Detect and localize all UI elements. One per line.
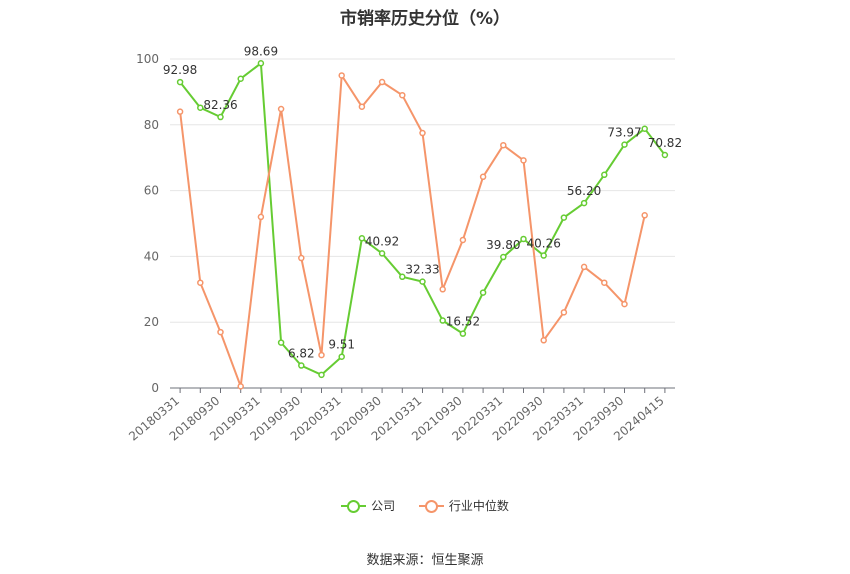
data-label: 16.52 <box>446 315 480 329</box>
series-line-industry-median <box>179 74 646 388</box>
data-point-industry-median <box>641 212 648 219</box>
data-point-industry-median <box>580 263 588 271</box>
data-point-industry-median <box>540 337 547 344</box>
data-point-industry-median <box>217 328 224 336</box>
data-label: 32.33 <box>405 263 439 277</box>
data-point-company <box>419 278 426 285</box>
data-point-company <box>580 199 588 207</box>
data-point-company <box>500 253 507 261</box>
data-point-industry-median <box>237 383 244 390</box>
y-tick-label: 20 <box>144 315 159 329</box>
y-tick-label: 40 <box>144 249 159 263</box>
data-point-company <box>257 60 265 67</box>
data-point-industry-median <box>197 279 204 286</box>
data-point-industry-median <box>621 300 628 308</box>
data-point-company <box>298 362 305 369</box>
data-point-industry-median <box>298 254 305 262</box>
data-label: 40.92 <box>365 234 399 248</box>
data-point-industry-median <box>257 213 265 221</box>
data-label: 9.51 <box>328 338 355 352</box>
data-point-industry-median <box>338 72 345 79</box>
y-tick-label: 100 <box>136 52 159 66</box>
data-point-industry-median <box>378 78 386 86</box>
data-point-company <box>479 289 487 296</box>
data-label: 70.82 <box>648 136 682 150</box>
data-point-company <box>601 171 608 179</box>
data-point-industry-median <box>277 105 285 113</box>
legend-swatch-company <box>341 499 367 513</box>
data-label: 56.20 <box>567 184 601 198</box>
data-point-industry-median <box>176 108 184 115</box>
y-tick-label: 0 <box>151 381 159 395</box>
data-label: 40.26 <box>527 237 561 251</box>
series-line-company <box>179 62 666 376</box>
data-point-industry-median <box>419 129 426 137</box>
data-point-company <box>661 151 669 159</box>
data-point-industry-median <box>479 173 487 181</box>
y-tick-label: 60 <box>144 184 159 198</box>
legend-label-industry-median: 行业中位数 <box>448 499 509 513</box>
data-point-company <box>378 250 386 257</box>
data-labels: 92.98 82.36 98.69 6.82 9.51 40.92 32.33 16.52 39… <box>163 44 682 360</box>
legend-item-company[interactable]: 公司 <box>341 497 395 514</box>
chart-title: 市销率历史分位（%） <box>339 9 511 29</box>
data-point-company <box>520 235 527 243</box>
data-point-industry-median <box>601 279 608 286</box>
data-label: 73.97 <box>607 126 641 140</box>
data-label: 98.69 <box>244 44 278 58</box>
legend-swatch-industry-median <box>418 499 444 513</box>
data-point-company <box>641 125 648 132</box>
data-point-company <box>399 273 406 281</box>
data-point-company <box>560 214 568 221</box>
data-point-company <box>358 235 366 242</box>
legend: 公司 行业中位数 <box>0 497 850 516</box>
data-source-note: 数据来源：恒生聚源 <box>366 553 484 568</box>
data-point-company <box>217 113 224 121</box>
data-point-company <box>621 141 628 148</box>
data-label: 92.98 <box>163 63 197 77</box>
data-label: 39.80 <box>486 238 520 252</box>
data-label: 82.36 <box>203 98 237 112</box>
data-point-company <box>277 339 285 346</box>
data-point-company <box>176 78 184 86</box>
data-point-company <box>338 353 345 360</box>
data-point-industry-median <box>560 309 568 316</box>
data-point-industry-median <box>459 236 467 244</box>
data-point-industry-median <box>358 103 366 110</box>
data-point-company <box>439 317 446 324</box>
grid-lines <box>170 58 675 323</box>
legend-item-industry-median[interactable]: 行业中位数 <box>418 497 509 514</box>
data-label: 6.82 <box>288 347 315 361</box>
legend-label-company: 公司 <box>371 499 396 513</box>
series <box>176 60 669 390</box>
data-point-company <box>318 371 325 379</box>
data-point-industry-median <box>520 157 527 164</box>
data-point-company <box>540 252 547 259</box>
data-point-industry-median <box>500 141 507 149</box>
data-point-company <box>459 330 467 337</box>
data-point-industry-median <box>439 286 446 293</box>
data-point-industry-median <box>399 91 406 99</box>
data-point-company <box>197 104 204 111</box>
y-tick-label: 80 <box>144 118 159 132</box>
data-point-industry-median <box>318 351 325 359</box>
data-point-company <box>237 75 244 82</box>
